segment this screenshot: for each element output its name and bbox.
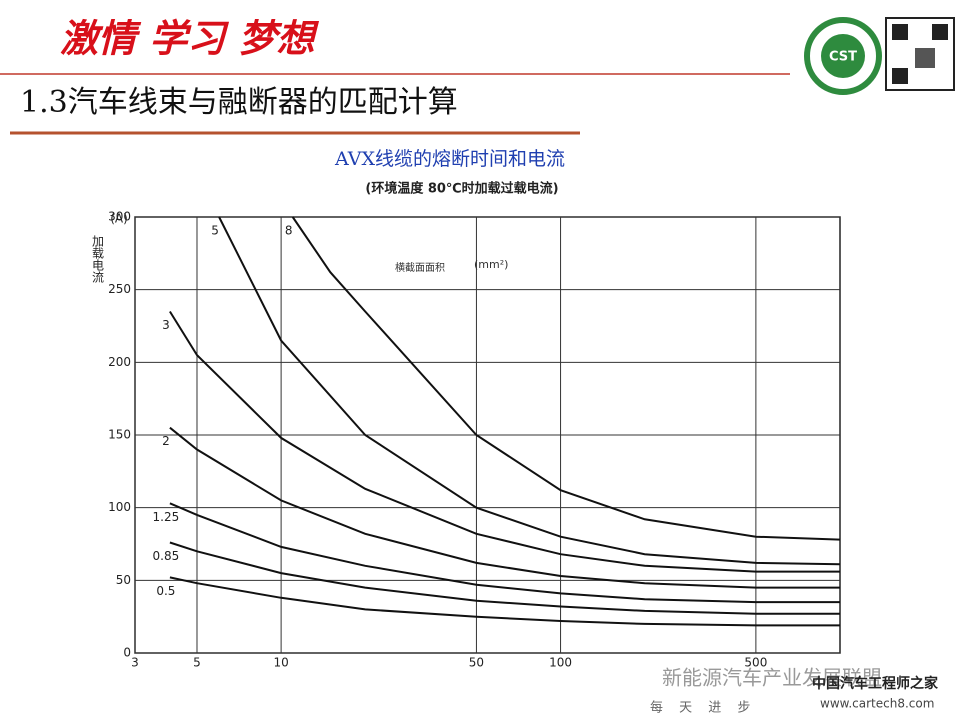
y-tick-label: 100 <box>108 500 131 514</box>
curve-label: 5 <box>211 224 219 238</box>
y-tick-label: 200 <box>108 355 131 369</box>
x-tick-label: 5 <box>193 656 201 670</box>
curve <box>169 310 840 573</box>
curve-label: 8 <box>285 224 293 238</box>
qr-block <box>892 24 908 40</box>
y-axis-label: 加载电流 <box>91 235 105 283</box>
slide-title: 1.3汽车线束与融断器的匹配计算 <box>20 85 458 120</box>
qr-block <box>915 48 935 68</box>
curve <box>291 216 841 541</box>
x-tick-label: 50 <box>469 656 484 670</box>
chart-subtitle: (环境温度 80℃时加载过载电流) <box>365 181 558 197</box>
curve <box>169 541 840 615</box>
y-tick-label: 150 <box>108 428 131 442</box>
y-tick-label: 0 <box>123 646 131 660</box>
qr-block <box>932 24 948 40</box>
annotation-unit: (mm²) <box>474 258 508 271</box>
curve-label: 1.25 <box>153 510 180 524</box>
curve-label: 2 <box>162 434 170 448</box>
y-tick-label: 50 <box>116 573 131 587</box>
curve-label: 0.85 <box>153 549 180 563</box>
y-tick-label: 250 <box>108 282 131 296</box>
logo-text: CST <box>829 50 857 65</box>
watermark-site: 中国汽车工程师之家 <box>812 675 939 692</box>
curve-label: 0.5 <box>156 584 175 598</box>
y-tick-label: 300 <box>108 210 131 224</box>
watermark-channel: 新能源汽车产业发展联盟 <box>662 666 882 690</box>
curve <box>169 576 840 627</box>
watermark-url: www.cartech8.com <box>820 697 934 711</box>
plot-area: 0 50 100 150 200 250 300 3 5 10 50 100 500 0.5 0.85 1.2… <box>108 210 841 670</box>
chart-title: AVX线缆的熔断时间和电流 <box>334 148 565 170</box>
curve-label: 3 <box>162 318 170 332</box>
curve <box>218 216 841 566</box>
x-tick-label: 500 <box>744 656 767 670</box>
x-tick-label: 3 <box>131 656 139 670</box>
curve <box>169 426 840 589</box>
y-unit: (A) <box>110 212 128 226</box>
x-tick-label: 10 <box>273 656 288 670</box>
annotation: 横截面面积 <box>395 261 445 274</box>
curve <box>169 502 840 604</box>
footer-text: 每 天 进 步 <box>650 700 756 716</box>
logo-core <box>821 34 865 78</box>
qr-block <box>892 68 908 84</box>
motto: 激情 学习 梦想 <box>60 16 319 61</box>
x-tick-label: 100 <box>549 656 572 670</box>
